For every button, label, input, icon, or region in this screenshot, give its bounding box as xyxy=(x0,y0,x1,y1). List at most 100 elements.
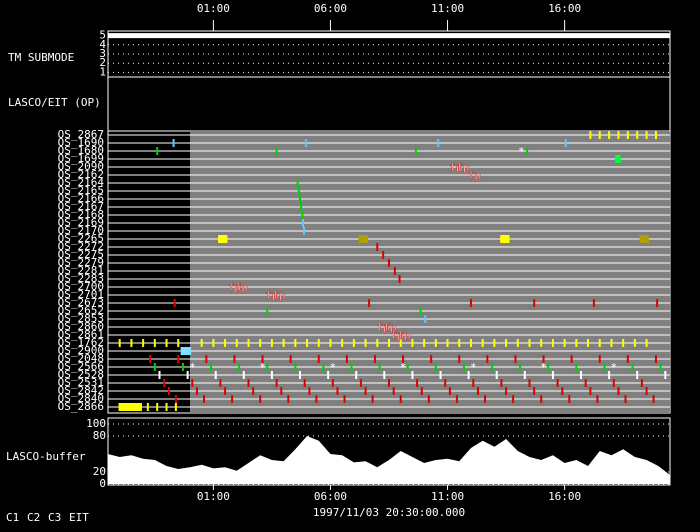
os-tick xyxy=(505,339,508,347)
os-tick xyxy=(219,379,222,387)
os-tick xyxy=(368,299,371,307)
os-block xyxy=(180,347,192,355)
row-label: OS_2860 xyxy=(58,320,104,333)
os-annotation: fp xyxy=(377,321,390,334)
row-label: OS_2531 xyxy=(58,376,104,389)
os-tick xyxy=(165,403,168,411)
os-tick xyxy=(156,147,159,155)
os-tick xyxy=(626,131,629,139)
os-tick xyxy=(259,395,262,403)
row-label: OS_2166 xyxy=(58,192,104,205)
os-tick xyxy=(610,339,613,347)
os-tick xyxy=(598,339,601,347)
os-tick xyxy=(564,139,567,147)
os-tick xyxy=(388,339,390,347)
os-tick xyxy=(575,363,578,371)
os-annotation: * xyxy=(400,361,407,374)
os-tick xyxy=(382,251,385,259)
os-annotation: fp xyxy=(235,281,248,294)
os-tick xyxy=(589,131,592,139)
os-tick xyxy=(458,339,461,347)
row-label: OS_2167 xyxy=(58,200,104,213)
os-tick xyxy=(580,371,583,379)
row-label: OS_1690 xyxy=(58,136,104,149)
os-tick xyxy=(472,379,475,387)
os-tick xyxy=(631,363,634,371)
os-tick xyxy=(287,395,290,403)
os-tick xyxy=(423,339,426,347)
os-tick xyxy=(598,131,601,139)
os-tick xyxy=(317,355,320,363)
os-tick xyxy=(493,339,496,347)
os-tick xyxy=(589,387,592,395)
os-tick xyxy=(282,339,285,347)
x-tick-label-top: 06:00 xyxy=(314,2,347,15)
os-tick xyxy=(656,299,659,307)
row-label: OS_2861 xyxy=(58,328,104,341)
os-tick xyxy=(146,403,149,411)
os-block xyxy=(358,235,368,243)
os-tick xyxy=(299,195,302,203)
os-annotation: fp xyxy=(449,161,462,174)
os-tick xyxy=(173,299,176,307)
os-tick xyxy=(467,371,470,379)
os-tick xyxy=(626,355,629,363)
os-tick xyxy=(514,355,517,363)
os-tick xyxy=(636,371,639,379)
os-tick xyxy=(430,355,433,363)
os-tick xyxy=(329,339,332,347)
os-annotation: * xyxy=(610,361,617,374)
os-tick xyxy=(130,339,133,347)
os-tick xyxy=(352,339,355,347)
os-tick xyxy=(275,379,278,387)
os-tick xyxy=(469,339,472,347)
os-block xyxy=(218,235,228,243)
os-tick xyxy=(156,403,159,411)
os-annotation: fp xyxy=(468,169,481,182)
tm-y-tick-label: 1 xyxy=(99,65,106,78)
os-tick xyxy=(376,339,379,347)
os-annotation: * xyxy=(540,361,547,374)
os-tick xyxy=(303,379,306,387)
os-tick xyxy=(540,395,543,403)
os-tick xyxy=(448,387,451,395)
os-tick xyxy=(259,339,262,347)
os-tick xyxy=(636,131,639,139)
os-tick xyxy=(652,395,655,403)
os-tick xyxy=(570,355,573,363)
os-tick xyxy=(424,315,427,323)
os-tick xyxy=(174,403,177,411)
os-tick xyxy=(446,339,449,347)
tm-y-tick-label: 5 xyxy=(99,29,106,42)
row-label: OS_2272 xyxy=(58,240,104,253)
os-block xyxy=(500,235,510,243)
os-tick xyxy=(186,371,189,379)
x-tick-label-top: 11:00 xyxy=(431,2,464,15)
os-annotation: * xyxy=(518,145,525,158)
tm-y-tick-label: 2 xyxy=(99,56,106,69)
x-tick-label-top: 01:00 xyxy=(197,2,230,15)
buffer-y-tick-label: 100 xyxy=(86,417,106,430)
os-tick xyxy=(556,379,559,387)
row-label: OS_2900 xyxy=(58,344,104,357)
row-label: OS_2701 xyxy=(58,288,104,301)
os-tick xyxy=(437,139,440,147)
os-tick xyxy=(592,299,595,307)
x-tick-label-top: 16:00 xyxy=(548,2,581,15)
os-tick xyxy=(212,339,215,347)
os-tick xyxy=(306,339,309,347)
os-tick xyxy=(299,371,302,379)
os-tick xyxy=(633,339,636,347)
os-annotation: fp xyxy=(272,289,285,302)
os-tick xyxy=(444,379,447,387)
row-label: OS_2528 xyxy=(58,368,104,381)
tm-y-tick-label: 3 xyxy=(99,47,106,60)
os-tick xyxy=(294,363,297,371)
os-tick xyxy=(275,147,278,155)
os-tick xyxy=(640,379,643,387)
os-tick xyxy=(505,387,508,395)
os-tick xyxy=(315,395,318,403)
os-annotation: * xyxy=(329,361,336,374)
os-tick xyxy=(336,387,339,395)
os-tick xyxy=(519,363,522,371)
